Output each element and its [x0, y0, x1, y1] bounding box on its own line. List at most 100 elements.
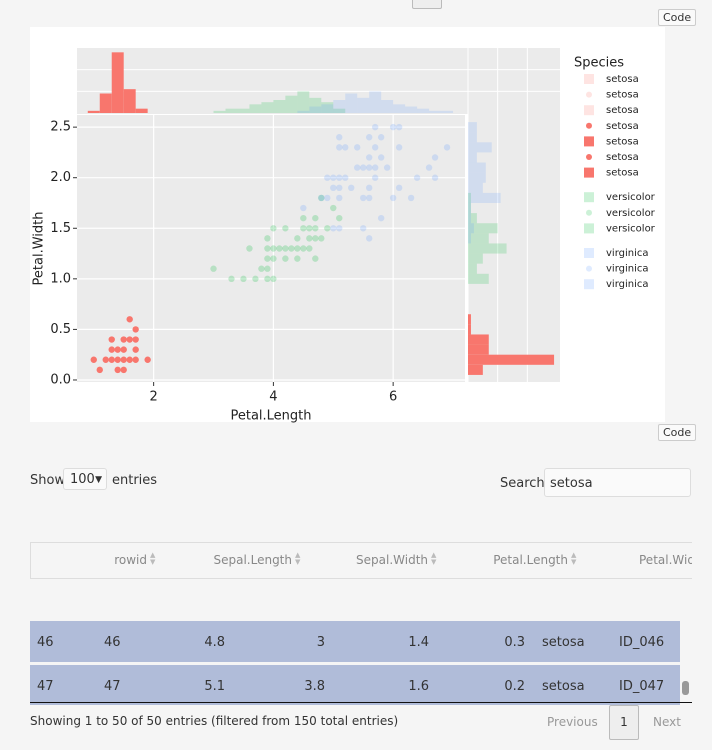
- y-axis-title: Petal.Width: [32, 212, 47, 286]
- point: [114, 346, 121, 353]
- point: [132, 326, 139, 333]
- histogram-bar: [468, 233, 471, 244]
- histogram-bar: [87, 110, 100, 113]
- histogram-bar: [468, 324, 471, 335]
- histogram-bar: [468, 344, 489, 355]
- previous-button[interactable]: Previous: [547, 715, 598, 729]
- point: [90, 356, 97, 363]
- point: [306, 235, 313, 242]
- point: [306, 225, 313, 232]
- point: [312, 214, 319, 222]
- histogram-bar: [429, 110, 442, 113]
- legend-symbol: [584, 248, 594, 258]
- main-panel: [77, 115, 465, 382]
- histogram-bar: [468, 142, 492, 153]
- histogram-bar: [468, 132, 477, 143]
- code-button[interactable]: Code: [658, 9, 697, 26]
- point: [96, 366, 103, 374]
- column-header[interactable]: Petal.Length: [493, 553, 568, 567]
- legend-label: versicolor: [606, 192, 656, 203]
- legend-label: setosa: [606, 168, 639, 179]
- point: [300, 214, 307, 222]
- histogram-bar: [417, 108, 430, 113]
- histogram-bar: [237, 108, 250, 113]
- y-tick-label: 2.5: [50, 120, 71, 135]
- table-cell: ID_047: [619, 679, 665, 694]
- histogram-bar: [405, 106, 418, 113]
- table-cell: 1.6: [408, 679, 429, 694]
- histogram-bar: [468, 202, 471, 214]
- search-label: Search:: [500, 476, 550, 491]
- legend-symbol: [586, 209, 592, 216]
- table-bottom-border: [30, 702, 692, 703]
- legend-label: setosa: [606, 74, 639, 85]
- column-header[interactable]: Sepal.Length: [213, 553, 292, 567]
- point: [294, 235, 301, 242]
- point: [431, 174, 439, 181]
- y-tick-label: 1.0: [50, 271, 71, 286]
- point: [126, 316, 133, 323]
- histogram-bar: [468, 334, 489, 345]
- table-cell: 4.8: [204, 635, 225, 650]
- point: [336, 174, 343, 181]
- histogram-bar: [468, 314, 471, 325]
- legend-label: virginica: [606, 264, 649, 275]
- point: [324, 174, 331, 181]
- point: [365, 184, 373, 192]
- page-button[interactable]: 1: [609, 705, 639, 740]
- histogram-bar: [468, 354, 555, 365]
- table-cell: setosa: [542, 635, 585, 650]
- point: [252, 275, 259, 283]
- histogram-bar: [213, 110, 226, 113]
- point: [108, 346, 115, 353]
- point: [336, 134, 343, 141]
- histogram-bar: [357, 97, 370, 113]
- point: [318, 194, 325, 202]
- point: [342, 144, 349, 151]
- histogram-bar: [99, 93, 112, 113]
- table-cell: 46: [37, 635, 54, 650]
- histogram-bar: [468, 213, 471, 224]
- point: [360, 225, 367, 232]
- length-label: entries: [112, 473, 158, 488]
- legend-symbol: [584, 223, 594, 234]
- histogram-bar: [393, 104, 406, 113]
- column-header[interactable]: Sepal.Width: [356, 553, 428, 567]
- histogram-bar: [345, 93, 358, 113]
- point: [395, 184, 403, 192]
- histogram-bar: [468, 182, 483, 193]
- histogram-bar: [249, 104, 262, 113]
- button-stub[interactable]: [412, 0, 442, 9]
- point: [318, 194, 325, 202]
- legend-symbol: [584, 136, 594, 147]
- point: [144, 356, 151, 363]
- legend-label: setosa: [606, 105, 639, 116]
- column-header[interactable]: Petal.Width: [639, 553, 692, 567]
- search-input[interactable]: setosa: [544, 468, 691, 497]
- point: [108, 336, 115, 343]
- point: [371, 144, 379, 151]
- table-cell: 5.1: [204, 679, 225, 694]
- legend-symbol: [584, 279, 594, 290]
- x-tick-label: 2: [150, 390, 158, 405]
- next-button[interactable]: Next: [653, 715, 681, 729]
- code-button[interactable]: Code: [658, 424, 697, 441]
- length-label: Show: [30, 473, 66, 488]
- sort-icon: ▲ ▼: [571, 551, 577, 566]
- table-header: [30, 542, 692, 579]
- point: [389, 123, 397, 131]
- point: [336, 184, 343, 192]
- point: [270, 225, 277, 232]
- scrollbar[interactable]: [682, 681, 689, 695]
- legend-symbol: [586, 122, 592, 129]
- length-select[interactable]: 100 ▼: [63, 468, 107, 490]
- point: [276, 245, 283, 252]
- point: [132, 346, 139, 353]
- histogram-bar: [468, 202, 471, 214]
- point: [126, 356, 133, 363]
- point: [264, 255, 271, 262]
- point: [360, 164, 367, 171]
- column-header[interactable]: rowid: [114, 553, 147, 567]
- point: [264, 275, 271, 283]
- point: [354, 164, 361, 171]
